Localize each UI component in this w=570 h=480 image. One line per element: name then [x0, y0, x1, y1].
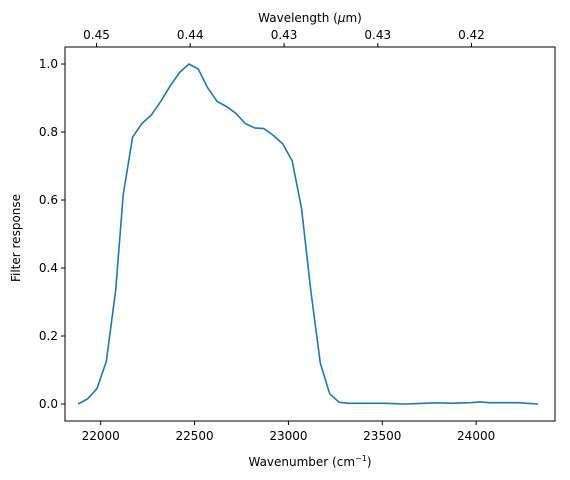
- top-axis-label-mu: μ: [337, 11, 346, 25]
- top-tick-label: 0.42: [458, 28, 485, 42]
- y-tick-label: 0.4: [39, 261, 58, 275]
- plot-area: [77, 63, 539, 405]
- x-tick-label: 24000: [457, 429, 495, 443]
- y-tick-label: 0.8: [39, 125, 58, 139]
- y-tick-label: 0.0: [39, 397, 58, 411]
- y-tick-label: 0.2: [39, 329, 58, 343]
- top-tick-label: 0.43: [271, 28, 298, 42]
- y-tick-label: 1.0: [39, 57, 58, 71]
- top-tick-label: 0.43: [364, 28, 391, 42]
- x-axis-label: Wavenumber (cm−1): [248, 454, 371, 469]
- x-tick-label: 22000: [82, 429, 120, 443]
- top-axis-label: Wavelength (μm): [258, 11, 362, 25]
- series-line-0: [77, 63, 539, 405]
- top-axis-label-prefix: Wavelength (: [258, 11, 338, 25]
- x-tick-label: 23500: [363, 429, 401, 443]
- top-tick-label: 0.44: [177, 28, 204, 42]
- plot-frame: [64, 46, 556, 422]
- y-tick-label: 0.6: [39, 193, 58, 207]
- x-tick-label: 23000: [269, 429, 307, 443]
- x-axis-label-text: Wavenumber (cm: [248, 455, 355, 469]
- top-axis-label-suffix: m): [345, 11, 361, 25]
- y-axis-label: Filter response: [9, 194, 23, 282]
- top-tick-label: 0.45: [83, 28, 110, 42]
- x-axis-label-end: ): [367, 455, 372, 469]
- x-axis-label-superscript: −1: [355, 454, 367, 463]
- x-tick-label: 22500: [175, 429, 213, 443]
- axis-ticks: 22000 22500 23000 23500 24000 0.0 0.2 0.4 0.6 0.8…: [39, 28, 495, 443]
